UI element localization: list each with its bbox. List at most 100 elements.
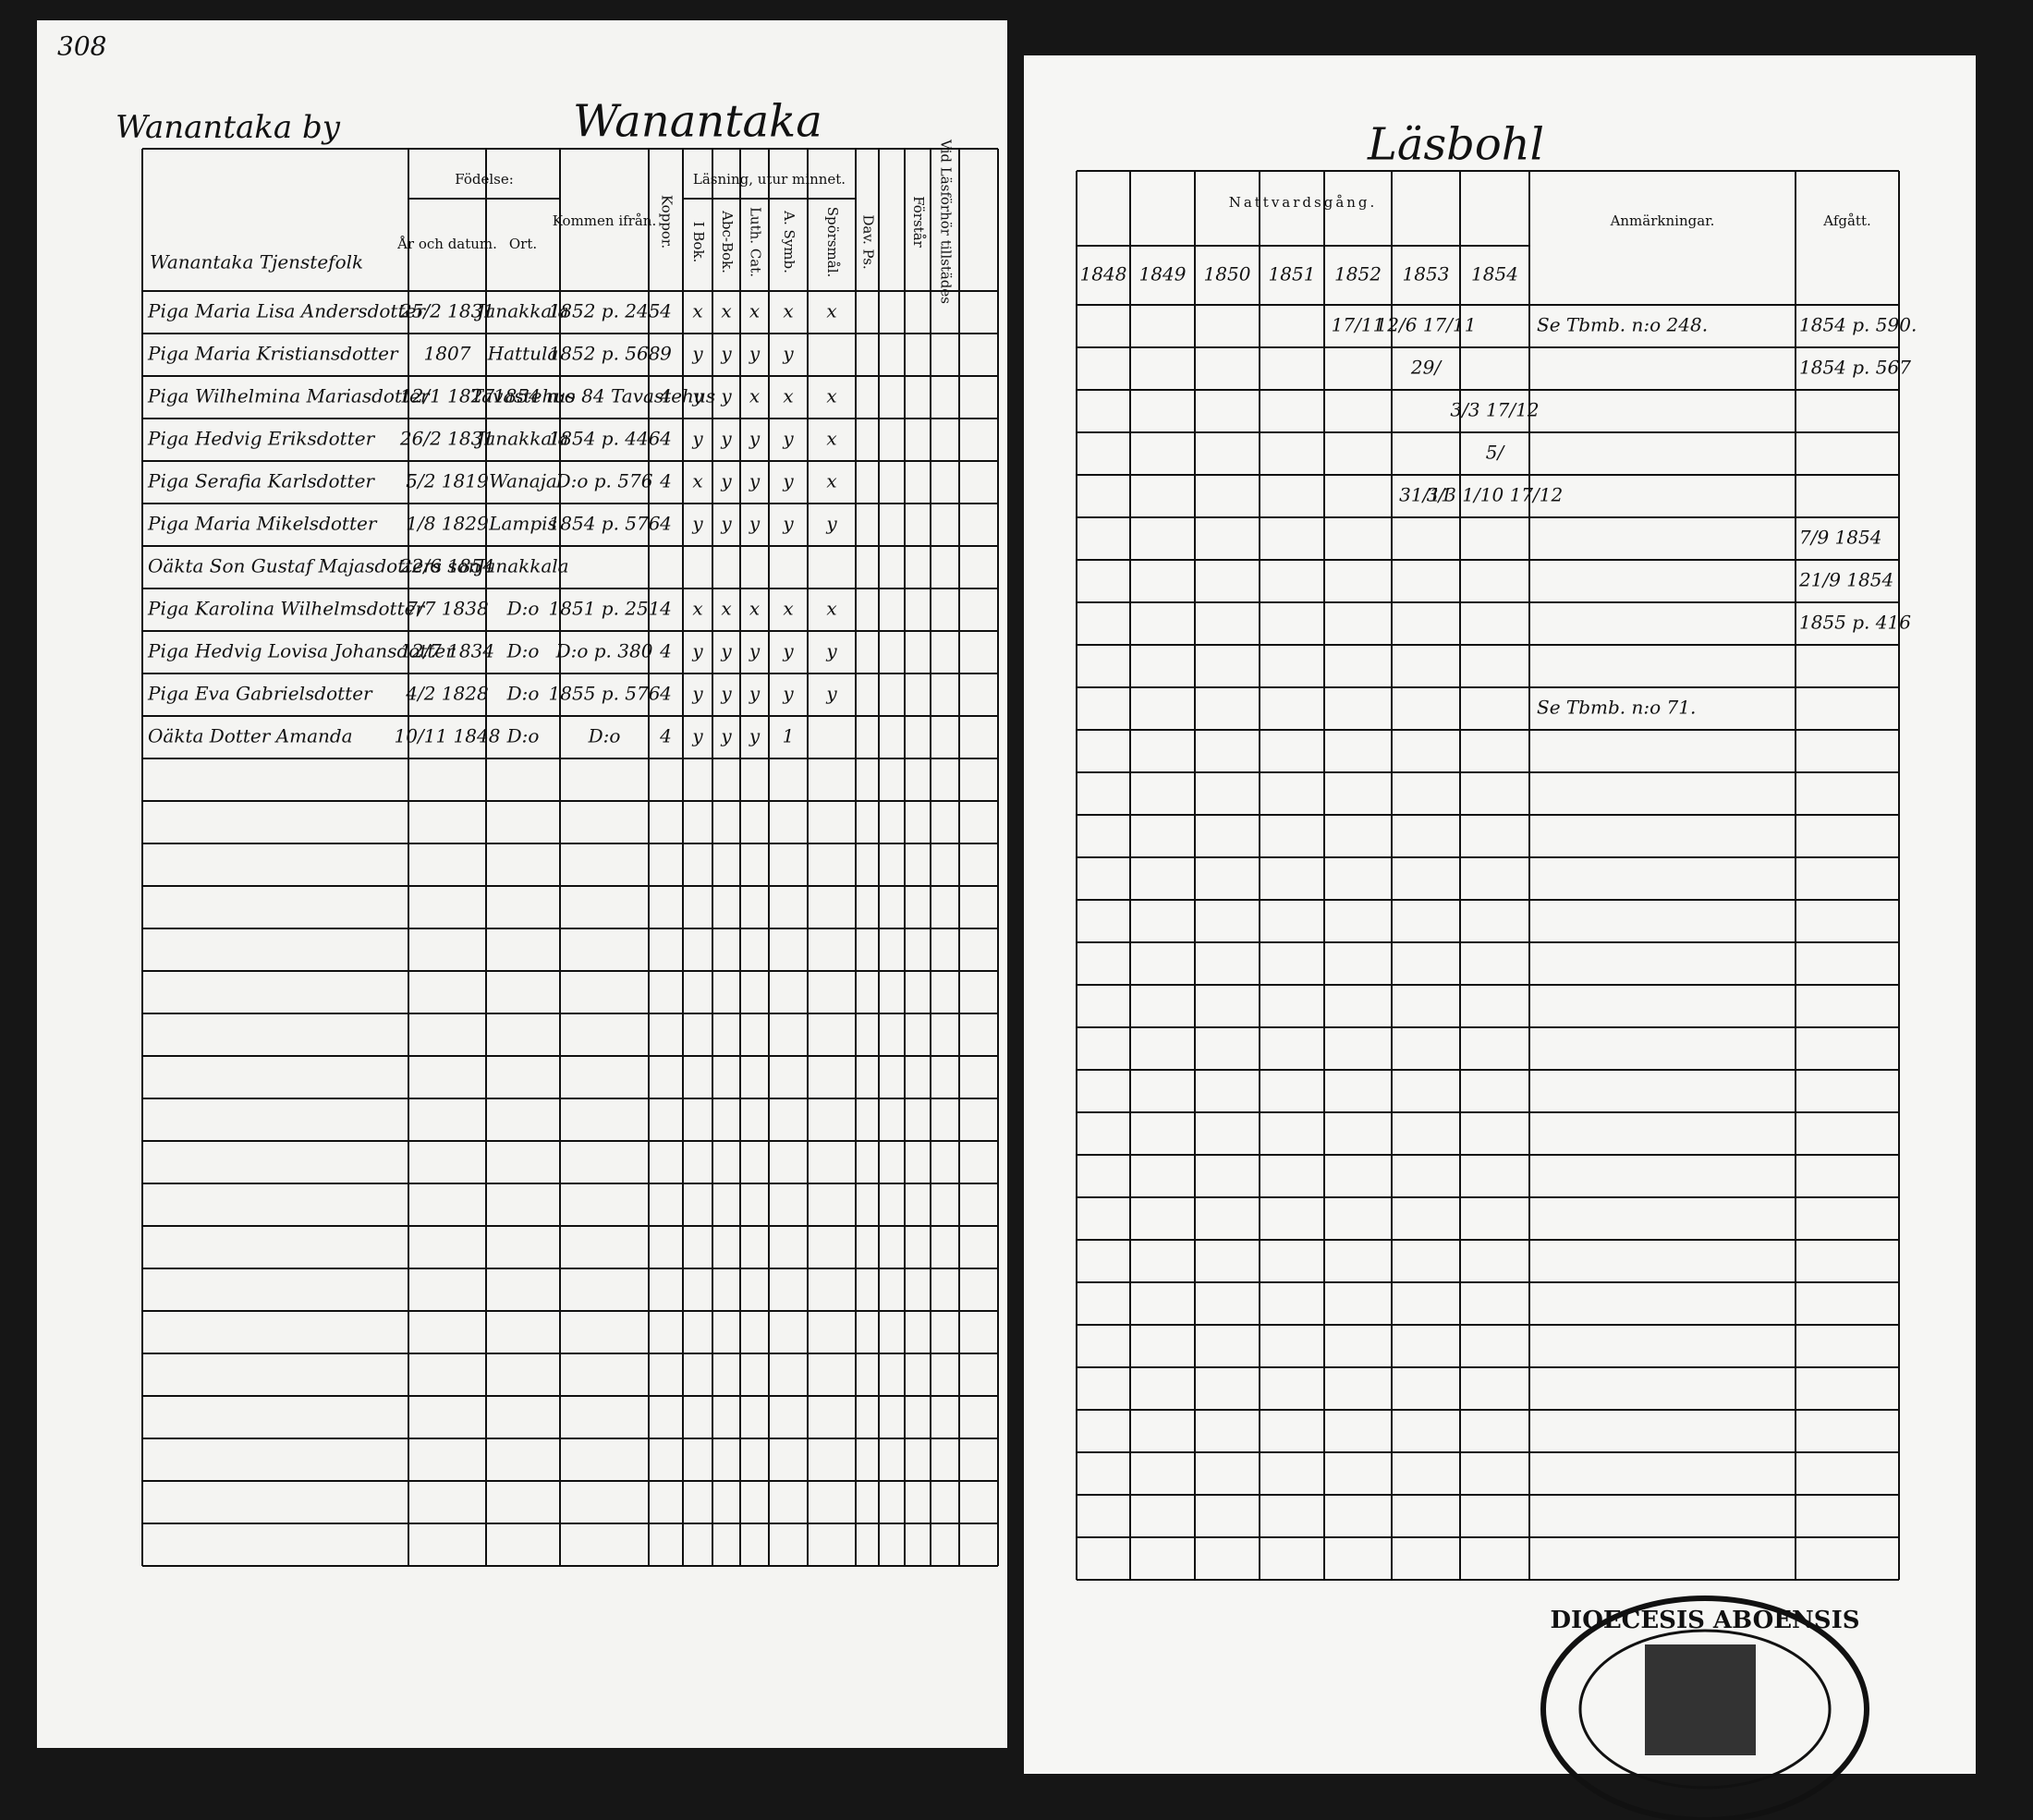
name: Piga Maria Kristiansdotter [147,343,399,365]
reading-mark: x [783,300,793,322]
header: Läsning, utur minnet. [693,171,846,188]
year: 1854 [1471,263,1518,285]
name: Piga Karolina Wilhelmsdotter [147,598,425,620]
came-from: 1851 p. 251 [549,598,661,620]
name: Piga Eva Gabrielsdotter [147,683,373,705]
birth-place: Janakkala [473,300,568,322]
header: Abc-Bok. [719,210,736,273]
birth-date: 4/2 1828 [405,683,488,705]
reading-mark: y [782,470,794,492]
departed: 21/9 1854 [1798,569,1893,591]
reading-mark: y [720,683,732,705]
group-label: Wanantaka Tjenstefolk [150,251,363,273]
birth-date: 22/6 1854 [399,555,494,577]
came-from: 1854 p. 576 [549,513,661,535]
reading-mark: x [783,385,793,407]
name: Piga Hedvig Lovisa Johansdotter [147,640,456,662]
left-heading: Wanantaka [573,96,822,148]
birth-date: 1/8 1829 [406,513,489,535]
reading-mark: y [749,428,761,450]
smallpox: 4 [659,385,672,407]
reading-mark: y [749,470,761,492]
reading-mark: x [749,300,760,322]
reading-mark: x [721,300,731,322]
departed: 1854 p. 567 [1799,357,1911,379]
header: Vid Läsförhör tillstädes [938,139,955,304]
right-page [1024,55,1976,1774]
birth-place: Lampis [488,513,557,535]
reading-mark: y [749,683,761,705]
header: Födelse: [455,171,514,188]
header: År och datum. [396,236,497,252]
smallpox: 4 [659,513,672,535]
header: Luth. Cat. [748,207,764,277]
communion-date: 31/11 [1399,484,1453,506]
reading-mark: y [691,683,703,705]
communion-date: 3/3 17/12 [1450,399,1539,421]
name: Oäkta Dotter Amanda [148,725,353,747]
reading-mark: y [691,428,703,450]
departed: 1855 p. 416 [1799,612,1911,634]
came-from: 1854 p. 446 [549,428,661,450]
birth-place: D:o [506,640,540,662]
reading-mark: x [721,598,731,620]
reading-mark: x [692,300,702,322]
smallpox: 4 [659,300,672,322]
year: 1852 [1334,263,1382,285]
birth-place: D:o [506,598,540,620]
birth-place: Janakkala [473,428,568,450]
left-page [37,20,1007,1748]
reading-mark: x [749,385,760,407]
reading-mark: y [720,640,732,662]
name: Oäkta Son Gustaf Majasdotters son [148,555,481,577]
reading-mark: y [720,470,732,492]
smallpox: 4 [659,470,672,492]
header: Dav. Ps. [860,214,877,269]
birth-date: 1807 [424,343,471,365]
reading-mark: y [720,428,732,450]
communion-date: 29/ [1410,357,1443,379]
name: Piga Wilhelmina Mariasdotter [147,385,431,407]
reading-mark: y [720,725,732,747]
reading-mark: y [749,513,761,535]
remark: Se Tbmb. n:o 71. [1537,697,1696,719]
reading-mark: x [692,470,702,492]
reading-mark: y [749,725,761,747]
header: A. Symb. [781,210,797,273]
birth-date: 10/11 1848 [395,725,501,747]
reading-mark: y [691,513,703,535]
reading-mark: x [826,300,836,322]
smallpox: 4 [659,598,672,620]
birth-date: 26/2 1831 [399,428,494,450]
reading-mark: y [720,385,732,407]
header: Nattvardsgång. [1229,194,1378,211]
header: Anmärkningar. [1610,212,1715,229]
birth-date: 12/7 1834 [400,640,494,662]
smallpox: 4 [659,683,672,705]
communion-date: 12/6 17/11 [1376,314,1477,336]
reading-mark: y [825,683,837,705]
reading-mark: y [782,513,794,535]
came-from: D:o p. 380 [555,640,653,662]
birth-place: Wanaja [489,470,557,492]
stamp: DIOECESIS ABOENSIS [1540,1596,1869,1820]
year: 1850 [1204,263,1251,285]
reading-mark: x [783,598,793,620]
reading-mark: y [782,640,794,662]
communion-date: 3/3 1/10 17/12 [1427,484,1563,506]
village: Wanantaka by [116,109,341,146]
reading-mark: x [692,598,702,620]
reading-mark: x [826,598,836,620]
header: Ort. [509,236,537,252]
header: Koppor. [659,195,676,249]
reading-mark: y [749,343,761,365]
birth-place: D:o [506,683,540,705]
reading-mark: y [749,640,761,662]
right-heading: Läsbohl [1367,119,1544,171]
stamp-text: DIOECESIS ABOENSIS [1550,1607,1859,1634]
year: 1848 [1080,263,1127,285]
came-from: 1854 n:o 84 Tavastehus [493,385,715,407]
reading-mark: y [782,683,794,705]
